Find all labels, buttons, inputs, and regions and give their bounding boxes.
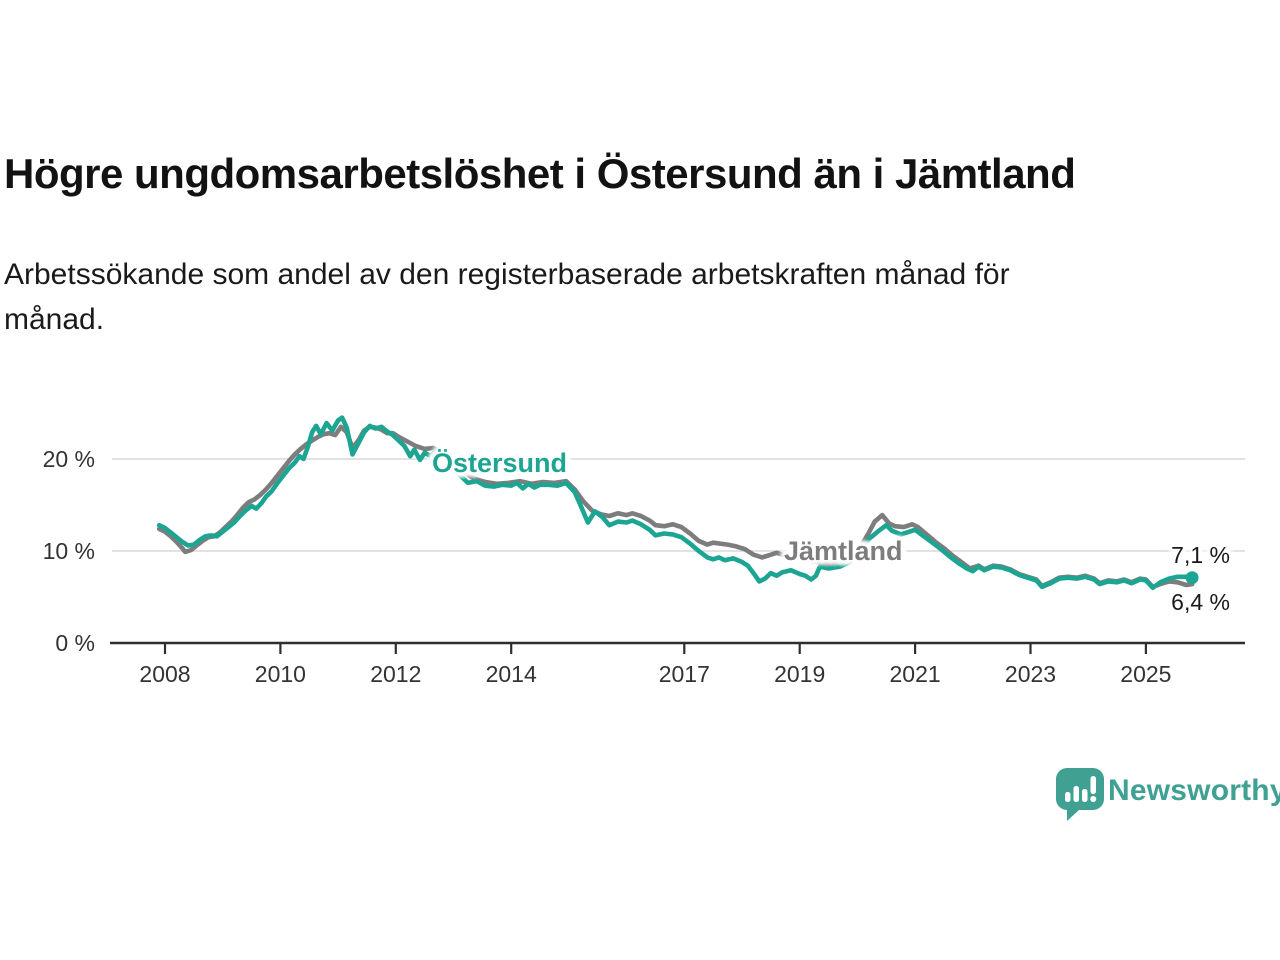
x-axis-label: 2017 [658, 661, 710, 687]
x-axis-label: 2021 [889, 661, 941, 687]
end-value-label-ostersund: 7,1 % [1171, 542, 1230, 568]
y-axis-label: 0 % [55, 630, 95, 656]
bar-chart-speech-bubble-icon [1056, 768, 1104, 821]
x-axis-label: 2010 [254, 661, 306, 687]
series-label-jamtland: Jämtland [784, 536, 903, 566]
x-axis-label: 2012 [370, 661, 422, 687]
series-label-ostersund: Östersund [432, 448, 568, 478]
x-axis-label: 2025 [1120, 661, 1172, 687]
x-axis-label: 2019 [774, 661, 826, 687]
y-axis-label: 10 % [42, 538, 95, 564]
x-axis-label: 2008 [139, 661, 191, 687]
end-value-label-jamtland: 6,4 % [1171, 589, 1230, 615]
x-axis-label: 2023 [1004, 661, 1057, 687]
page-title: Högre ungdomsarbetslöshet i Östersund än… [4, 150, 1076, 197]
chart-subtitle: Arbetssökande som andel av den registerb… [4, 258, 1010, 336]
x-axis-label: 2014 [485, 661, 537, 687]
y-axis-label: 20 % [42, 446, 95, 472]
newsworthy-wordmark: Newsworthy [1108, 774, 1280, 807]
